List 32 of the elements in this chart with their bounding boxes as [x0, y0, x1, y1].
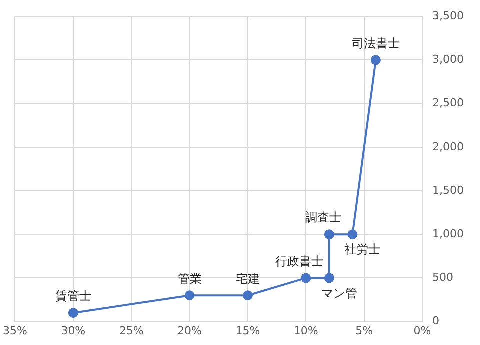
point	[370, 55, 381, 66]
y-tick-label: 1,000	[432, 227, 464, 240]
annotation: 司法書士	[352, 36, 400, 50]
y-tick-label: 0	[432, 314, 440, 328]
point	[301, 273, 312, 284]
point	[242, 290, 253, 301]
y-tick-label: 2,500	[432, 96, 464, 110]
annotation: 宅建	[236, 272, 260, 286]
x-tick-label: 30%	[61, 324, 86, 338]
annotation: 管業	[178, 272, 202, 286]
annotation: 行政書士	[275, 254, 324, 268]
point	[324, 273, 334, 284]
x-tick-label: 25%	[119, 324, 144, 338]
annotation: 社労士	[344, 242, 381, 257]
y-tick-label: 3,000	[432, 53, 464, 66]
y-tick-label: 1,500	[432, 184, 464, 197]
point	[68, 308, 78, 318]
point	[324, 230, 334, 240]
annotation: マン管	[321, 286, 358, 300]
x-tick-label: 5%	[356, 324, 374, 338]
point	[348, 230, 358, 240]
x-tick-label: 35%	[3, 324, 28, 338]
x-tick-label: 0%	[414, 324, 432, 338]
x-tick-label: 10%	[294, 324, 318, 338]
y-tick-label: 2,000	[432, 140, 464, 154]
point	[184, 290, 195, 301]
annotation: 調査士	[305, 210, 342, 225]
y-tick-label: 3,500	[432, 9, 464, 22]
y-tick-label: 500	[432, 271, 454, 284]
annotation: 賃管士	[55, 289, 92, 304]
x-tick-label: 20%	[178, 324, 202, 338]
x-tick-label: 15%	[236, 324, 260, 338]
